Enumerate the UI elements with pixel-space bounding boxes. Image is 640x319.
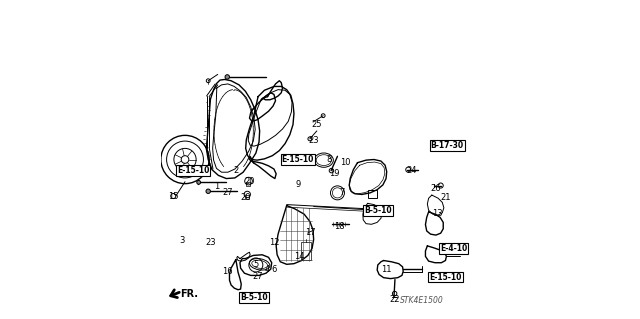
Text: 11: 11 (381, 264, 392, 274)
Text: STK4E1500: STK4E1500 (400, 296, 444, 305)
Bar (367, 190, 376, 197)
Text: 16: 16 (223, 267, 233, 276)
Text: E-15-10: E-15-10 (429, 272, 461, 281)
Text: E-15-10: E-15-10 (177, 166, 209, 175)
Text: 12: 12 (269, 238, 279, 247)
Text: 18: 18 (333, 222, 344, 231)
Bar (301, 242, 311, 260)
Text: FR.: FR. (180, 288, 198, 299)
Text: 1: 1 (214, 182, 220, 191)
Text: 10: 10 (340, 158, 351, 167)
Text: 23: 23 (205, 238, 216, 247)
Text: 22: 22 (389, 295, 400, 304)
Text: 20: 20 (245, 177, 255, 186)
Text: 14: 14 (294, 252, 305, 261)
Text: 21: 21 (440, 193, 451, 202)
Text: B-17-30: B-17-30 (431, 141, 463, 150)
Text: 5: 5 (254, 260, 259, 269)
Circle shape (225, 75, 230, 79)
Text: 8: 8 (327, 155, 332, 164)
Text: 19: 19 (329, 169, 340, 178)
Text: 9: 9 (295, 181, 300, 189)
Text: 15: 15 (168, 191, 179, 201)
Text: 20: 20 (240, 193, 251, 202)
Text: 23: 23 (308, 136, 319, 145)
Text: 17: 17 (305, 228, 316, 237)
Text: 27: 27 (223, 188, 233, 197)
Text: B-5-10: B-5-10 (240, 293, 268, 302)
Text: B-5-10: B-5-10 (364, 206, 392, 215)
Text: 7: 7 (340, 188, 345, 197)
Text: E-4-10: E-4-10 (440, 244, 467, 253)
Bar (245, 195, 249, 199)
Text: 4: 4 (265, 264, 270, 274)
Text: 27: 27 (253, 272, 264, 281)
Circle shape (196, 181, 200, 184)
Text: 3: 3 (179, 236, 184, 245)
Text: 26: 26 (431, 184, 441, 193)
Text: 13: 13 (432, 209, 443, 218)
Text: 24: 24 (407, 166, 417, 175)
Bar (246, 182, 250, 186)
Circle shape (206, 189, 211, 194)
Text: 25: 25 (312, 120, 322, 129)
Text: E-15-10: E-15-10 (282, 155, 314, 164)
Text: 2: 2 (233, 166, 239, 175)
Text: 6: 6 (271, 264, 276, 274)
